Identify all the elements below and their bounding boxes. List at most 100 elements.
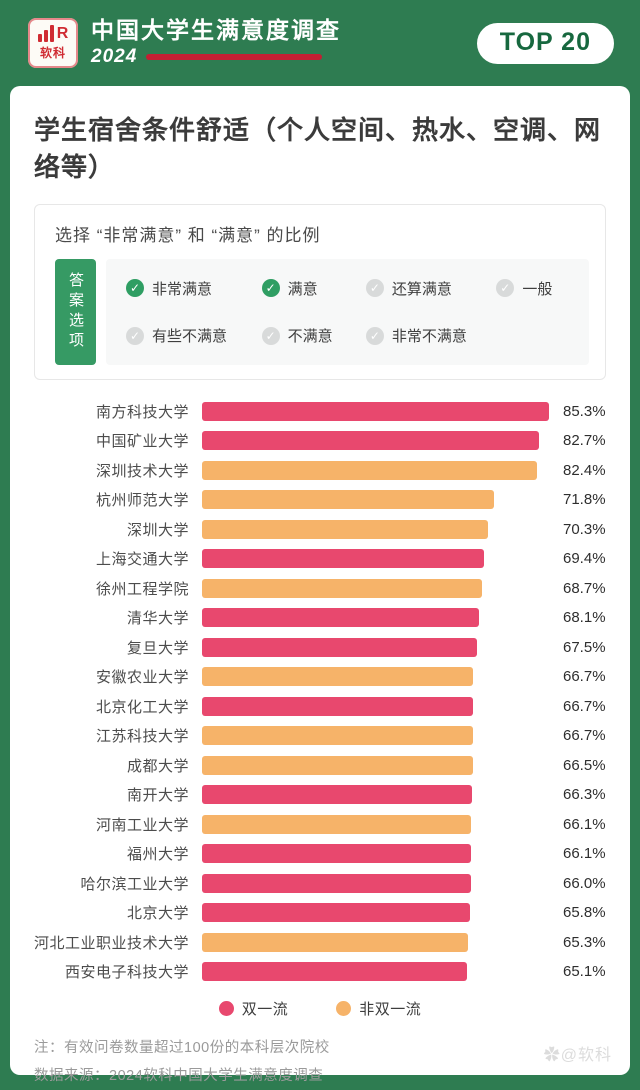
value-label: 66.7%	[563, 727, 606, 745]
check-circle-gray-icon: ✓	[496, 279, 515, 298]
chart-row: 上海交通大学 69.4%	[34, 549, 606, 569]
answer-option: ✓ 非常不满意	[365, 325, 496, 346]
chart-row: 深圳大学 70.3%	[34, 519, 606, 539]
university-label: 南开大学	[126, 787, 189, 805]
value-label: 69.4%	[563, 550, 606, 568]
bar	[202, 755, 473, 775]
watermark-text: @软科	[560, 1047, 612, 1064]
university-label: 杭州师范大学	[95, 492, 189, 510]
chart-row: 南开大学 66.3%	[34, 785, 606, 805]
value-label: 70.3%	[563, 520, 606, 538]
chart-row: 清华大学 68.1%	[34, 608, 606, 628]
chart-row: 成都大学 66.5%	[34, 755, 606, 775]
value-label: 82.7%	[563, 432, 606, 450]
bar-track	[202, 755, 554, 775]
value-label: 66.7%	[563, 668, 606, 686]
bar-track	[202, 401, 554, 421]
bar	[202, 903, 470, 923]
chart-row: 安徽农业大学 66.7%	[34, 667, 606, 687]
bar-track	[202, 696, 554, 716]
bar	[202, 696, 474, 716]
bar-track	[202, 903, 554, 923]
bar-track	[202, 490, 554, 510]
bar	[202, 549, 485, 569]
value-label: 65.3%	[563, 933, 606, 951]
value-label: 66.3%	[563, 786, 606, 804]
value-label: 82.4%	[563, 461, 606, 479]
bar	[202, 785, 472, 805]
header: R 软科 中国大学生满意度调查 2024 TOP 20	[0, 0, 640, 86]
legend-label: 非双一流	[359, 1001, 422, 1019]
value-label: 65.1%	[563, 963, 606, 981]
university-label: 西安电子科技大学	[64, 964, 189, 982]
chart-row: 哈尔滨工业大学 66.0%	[34, 873, 606, 893]
bar	[202, 431, 539, 451]
legend-dot-icon	[336, 1001, 352, 1017]
university-label: 福州大学	[126, 846, 189, 864]
value-label: 68.7%	[563, 579, 606, 597]
bar-track	[202, 785, 554, 805]
university-label: 中国矿业大学	[95, 433, 189, 451]
bar-track	[202, 932, 554, 952]
value-label: 66.0%	[563, 874, 606, 892]
chart-row: 河北工业职业技术大学 65.3%	[34, 932, 606, 952]
legend-dot-icon	[218, 1001, 234, 1017]
check-circle-gray-icon: ✓	[126, 326, 144, 345]
university-label: 北京大学	[126, 905, 189, 923]
value-label: 71.8%	[563, 491, 606, 509]
source-line: 数据来源：2024软科中国大学生满意度调查	[34, 1068, 324, 1085]
bar-track	[202, 667, 554, 687]
year-row: 2024	[91, 46, 341, 68]
bar-track	[202, 608, 554, 628]
bar	[202, 401, 550, 421]
bar	[202, 578, 482, 598]
bar-chart: 南方科技大学 85.3% 中国矿业大学 82.7% 深圳技术大学 82.4% 杭州师范大学 7…	[34, 401, 606, 982]
logo-r-glyph: R	[56, 25, 69, 42]
answer-option: ✓ 不满意	[261, 325, 366, 346]
chart-row: 北京大学 65.8%	[34, 903, 606, 923]
chart-row: 深圳技术大学 82.4%	[34, 460, 606, 480]
university-label: 上海交通大学	[95, 551, 189, 569]
chart-row: 中国矿业大学 82.7%	[34, 431, 606, 451]
answer-option-label: 有些不满意	[152, 328, 228, 346]
answer-option: ✓ 一般	[496, 278, 585, 299]
bar-track	[202, 549, 554, 569]
answer-option-label: 满意	[287, 280, 318, 298]
university-label: 河北工业职业技术大学	[34, 934, 190, 952]
bar-track	[202, 873, 554, 893]
check-circle-gray-icon: ✓	[365, 279, 384, 298]
bar-track	[202, 962, 554, 982]
page-title: 学生宿舍条件舒适（个人空间、热水、空调、网络等）	[34, 115, 602, 182]
legend-label: 双一流	[241, 1001, 289, 1019]
bar-track	[202, 519, 554, 539]
chart-row: 河南工业大学 66.1%	[34, 814, 606, 834]
bar	[202, 608, 480, 628]
answer-option-label: 还算满意	[391, 280, 452, 298]
value-label: 66.5%	[563, 756, 606, 774]
answer-option: ✓ 满意	[261, 278, 366, 299]
university-label: 哈尔滨工业大学	[80, 875, 189, 893]
top20-badge: TOP 20	[476, 22, 614, 64]
university-label: 成都大学	[126, 757, 189, 775]
content-card: 学生宿舍条件舒适（个人空间、热水、空调、网络等） 选择 “非常满意” 和 “满意…	[10, 86, 630, 1084]
chart-legend: 双一流 非双一流	[34, 998, 606, 1019]
answer-option: ✓ 还算满意	[365, 278, 496, 299]
chart-row: 南方科技大学 85.3%	[34, 401, 606, 421]
bar	[202, 460, 538, 480]
value-label: 65.8%	[563, 904, 606, 922]
answer-option-label: 非常不满意	[391, 328, 467, 346]
bar-track	[202, 460, 554, 480]
check-circle-gray-icon: ✓	[261, 326, 280, 345]
survey-title: 中国大学生满意度调查	[91, 16, 341, 43]
bar	[202, 932, 468, 952]
answer-option: ✓ 有些不满意	[126, 325, 262, 346]
university-label: 安徽农业大学	[95, 669, 189, 687]
bar	[202, 844, 471, 864]
check-circle-gray-icon: ✓	[365, 326, 384, 345]
check-circle-icon: ✓	[126, 279, 144, 298]
options-body: 答案选项 ✓ 非常满意 ✓ 满意 ✓ 还算满意 ✓ 一般 ✓ 有些不满意 ✓ 不满意 ✓ 非常不满意	[55, 258, 589, 365]
survey-year: 2024	[91, 46, 138, 68]
header-title-block: 中国大学生满意度调查 2024	[91, 16, 341, 68]
logo-brand-text: 软科	[39, 46, 66, 60]
bar-track	[202, 637, 554, 657]
